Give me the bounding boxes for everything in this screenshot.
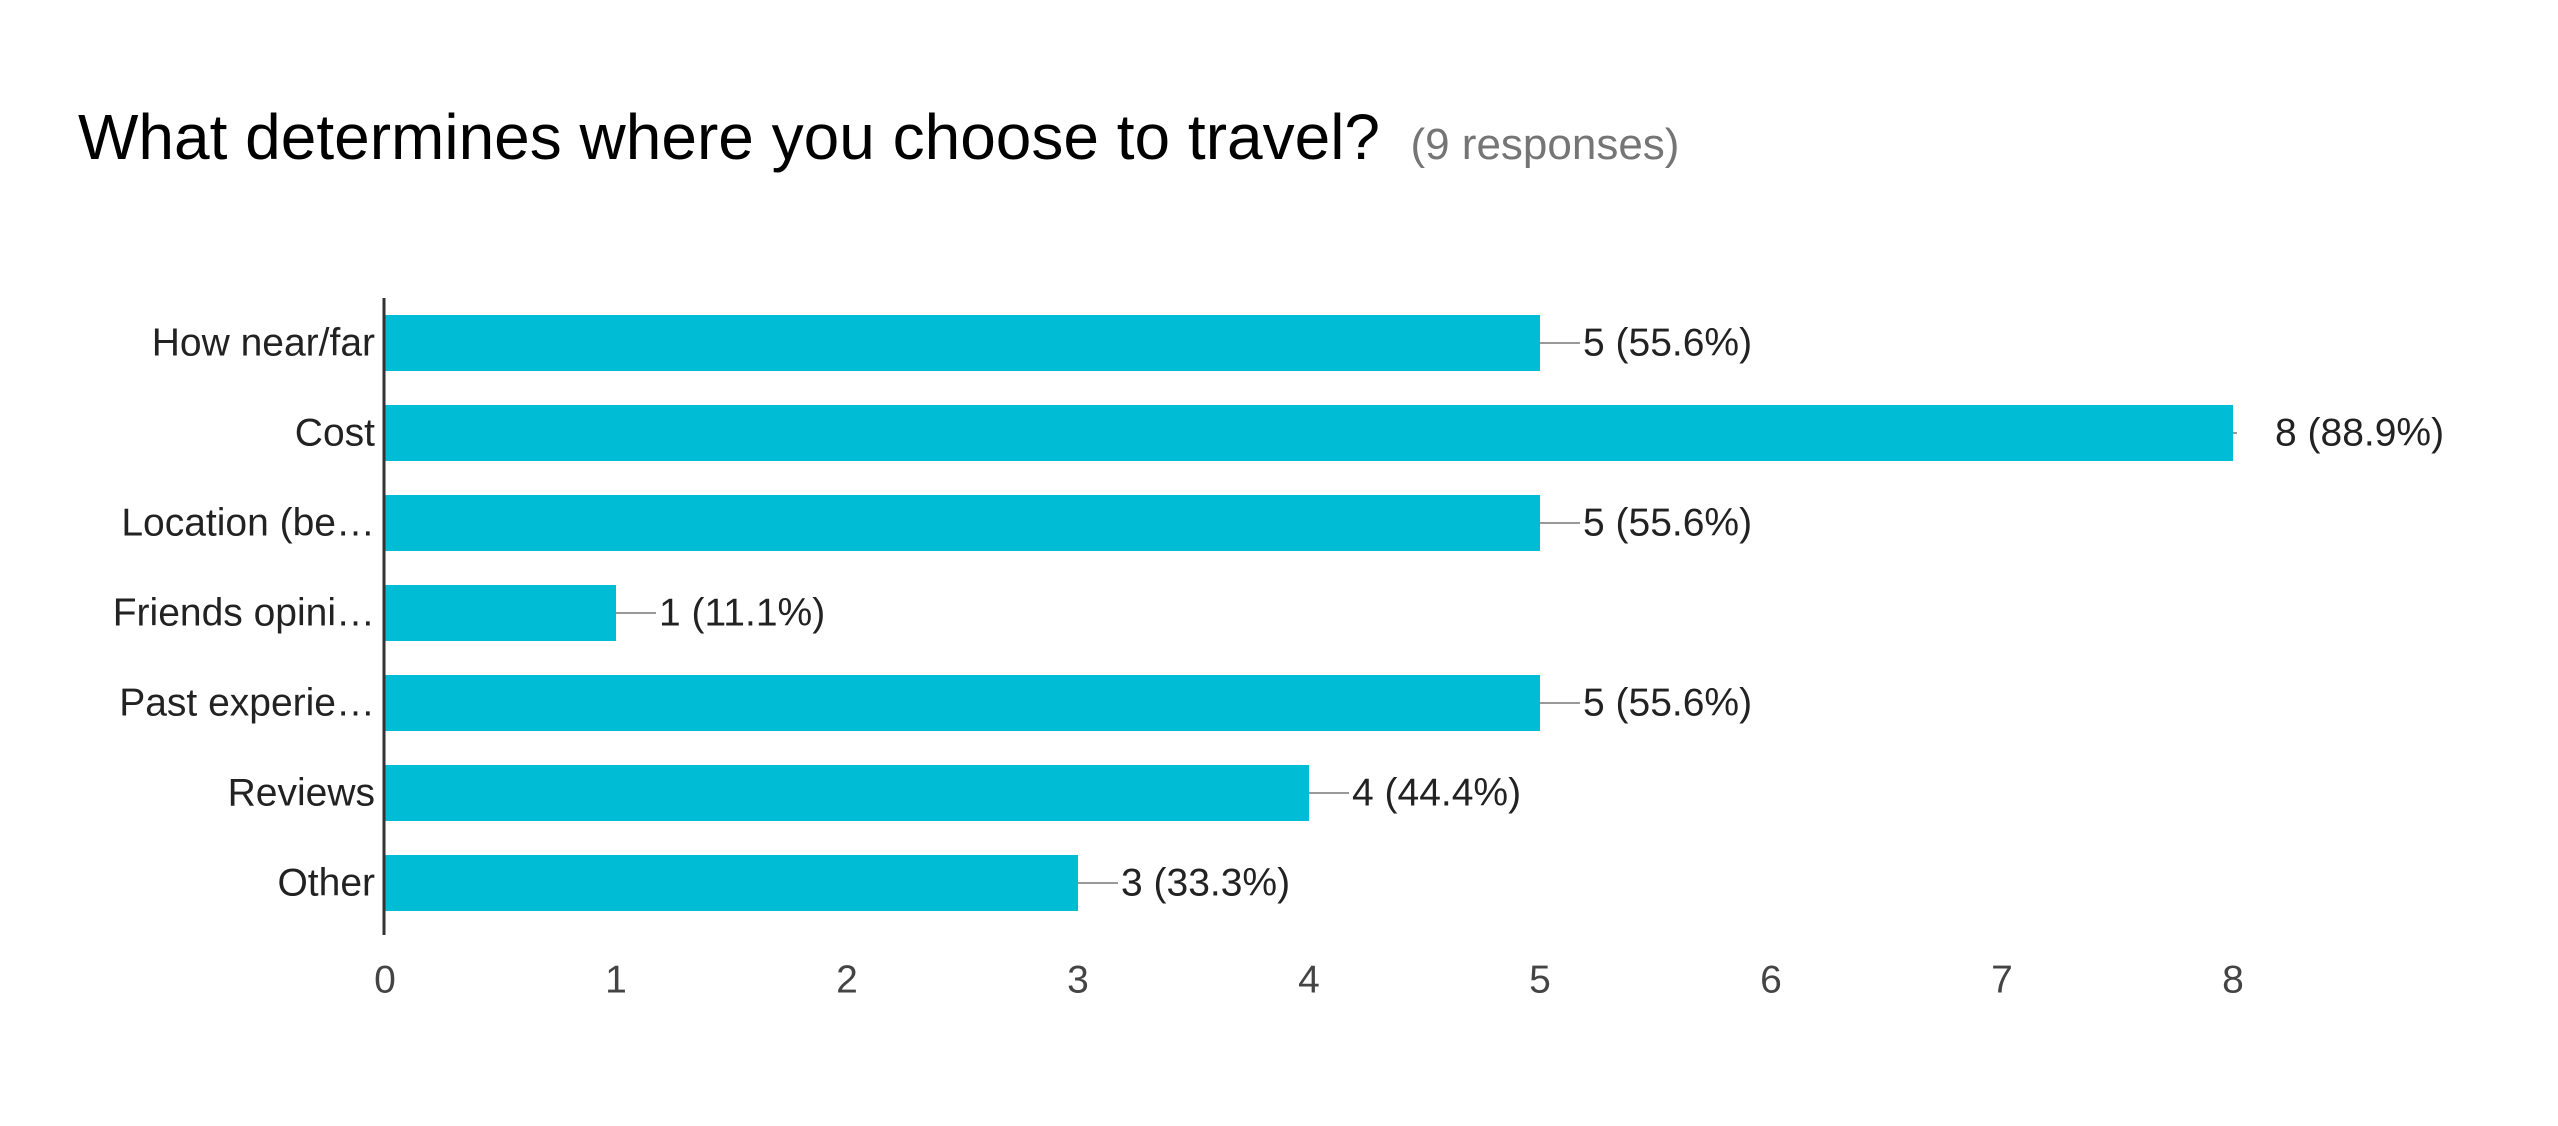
value-label-1: 8 (88.9%)	[2275, 412, 2444, 455]
value-label-2: 5 (55.6%)	[1583, 502, 1752, 545]
chart-header: What determines where you choose to trav…	[78, 100, 1679, 174]
category-label-5: Reviews	[228, 772, 375, 815]
value-label-6: 3 (33.3%)	[1121, 862, 1290, 905]
chart-subtitle: (9 responses)	[1410, 120, 1680, 169]
value-label-5: 4 (44.4%)	[1352, 772, 1521, 815]
x-tick-label-2: 2	[836, 959, 858, 1002]
category-label-6: Other	[277, 862, 375, 905]
bar-5	[385, 765, 1309, 821]
x-tick-label-6: 6	[1760, 959, 1782, 1002]
chart-title: What determines where you choose to trav…	[78, 101, 1380, 173]
bar-4	[385, 675, 1540, 731]
category-label-2: Location (be…	[121, 502, 375, 545]
category-label-3: Friends opini…	[113, 592, 375, 635]
bar-0	[385, 315, 1540, 371]
bar-2	[385, 495, 1540, 551]
category-label-4: Past experie…	[119, 682, 375, 725]
value-label-3: 1 (11.1%)	[659, 592, 825, 635]
category-label-0: How near/far	[152, 322, 375, 365]
category-label-1: Cost	[295, 412, 375, 455]
bar-3	[385, 585, 616, 641]
x-tick-label-8: 8	[2222, 959, 2244, 1002]
x-tick-label-1: 1	[605, 959, 627, 1002]
value-label-0: 5 (55.6%)	[1583, 322, 1752, 365]
x-tick-label-4: 4	[1298, 959, 1320, 1002]
bar-1	[385, 405, 2233, 461]
x-tick-label-3: 3	[1067, 959, 1089, 1002]
value-label-4: 5 (55.6%)	[1583, 682, 1752, 725]
x-tick-label-0: 0	[374, 959, 396, 1002]
x-tick-label-7: 7	[1991, 959, 2013, 1002]
bar-6	[385, 855, 1078, 911]
x-tick-label-5: 5	[1529, 959, 1551, 1002]
